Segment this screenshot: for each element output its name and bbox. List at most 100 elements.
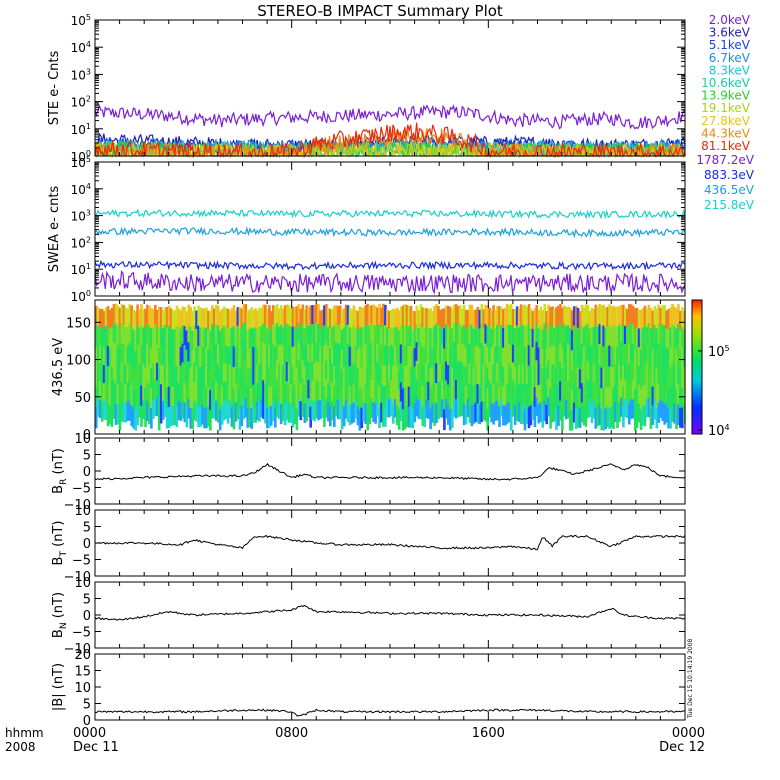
spectrogram-cell bbox=[462, 364, 466, 386]
spectrogram-cell bbox=[484, 382, 487, 403]
spectrogram-cell bbox=[323, 365, 326, 387]
spectrogram-cell bbox=[329, 406, 332, 427]
spectrogram-cell bbox=[207, 310, 210, 331]
spectrogram-cell bbox=[582, 327, 586, 348]
spectrogram-cell bbox=[510, 304, 513, 326]
spectrogram-cell bbox=[376, 343, 379, 363]
spectrogram-cell bbox=[578, 349, 582, 370]
spectrogram-cell bbox=[594, 304, 598, 326]
spectrogram-cell bbox=[274, 346, 277, 368]
spectrogram-cell bbox=[372, 363, 375, 384]
spectrogram-cell bbox=[488, 380, 491, 400]
spectrogram-cell bbox=[411, 311, 415, 332]
spectrogram-cell bbox=[301, 360, 305, 380]
spectrogram-cell bbox=[653, 381, 657, 401]
spectrogram-cell bbox=[228, 364, 232, 383]
spectrogram-cell bbox=[297, 397, 301, 417]
spectrogram-cell bbox=[535, 360, 539, 380]
spectrogram-cell bbox=[447, 325, 450, 346]
spectrogram-cell bbox=[460, 379, 464, 399]
spectrogram-cell bbox=[126, 327, 130, 347]
spectrogram-cell bbox=[437, 306, 440, 326]
spectrogram-cell bbox=[128, 342, 131, 363]
spectrogram-cell bbox=[667, 328, 670, 350]
spectrogram-cell bbox=[397, 389, 401, 410]
spectrogram-cell bbox=[452, 360, 456, 380]
spectrogram-cell bbox=[262, 361, 265, 381]
spectrogram-cell bbox=[596, 346, 600, 367]
spectrogram-cell bbox=[508, 363, 511, 384]
spectrogram-cell bbox=[521, 305, 525, 326]
spectrogram-cell bbox=[313, 305, 316, 326]
spectrogram-cell bbox=[498, 306, 501, 327]
spectrogram-cell bbox=[213, 345, 216, 364]
spectrogram-cell bbox=[567, 325, 570, 345]
spectrogram-cell bbox=[527, 386, 531, 408]
spectrogram-cell bbox=[329, 308, 332, 329]
spectrogram-cell bbox=[592, 381, 596, 401]
spectrogram-cell bbox=[226, 327, 230, 348]
spectrogram-cell bbox=[519, 383, 523, 404]
spectrogram-cell bbox=[384, 385, 387, 407]
spectrogram-cell bbox=[500, 325, 503, 345]
spectrogram-cell bbox=[336, 399, 340, 419]
spectrogram-cell bbox=[211, 342, 214, 363]
spectrogram-cell bbox=[252, 347, 255, 367]
spectrogram-cell bbox=[213, 308, 216, 328]
spectrogram-cell bbox=[462, 344, 466, 366]
spectrogram-cell bbox=[130, 305, 133, 326]
spectrogram-cell bbox=[525, 365, 529, 385]
spectrogram-cell bbox=[220, 404, 224, 425]
spectrogram-cell bbox=[572, 364, 576, 384]
spectrogram-cell bbox=[134, 410, 137, 431]
spectrogram-cell bbox=[171, 367, 175, 388]
spectrogram-cell bbox=[447, 305, 450, 327]
spectrogram-cell bbox=[258, 364, 261, 384]
spectrogram-cell bbox=[193, 363, 196, 383]
spectrogram-cell bbox=[602, 409, 605, 431]
spectrogram-cell bbox=[462, 404, 466, 426]
spectrogram-cell bbox=[545, 404, 548, 425]
spectrogram-cell bbox=[429, 348, 432, 369]
spectrogram-cell bbox=[205, 347, 208, 369]
spectrogram-cell bbox=[419, 323, 423, 344]
spectrogram-cell bbox=[647, 398, 651, 418]
spectrogram-cell bbox=[563, 305, 566, 325]
spectrogram-cell bbox=[484, 362, 487, 383]
spectrogram-cell bbox=[413, 403, 417, 423]
spectrogram-cell bbox=[452, 398, 456, 418]
spectrogram-cell bbox=[388, 399, 391, 418]
spectrogram-cell bbox=[639, 349, 643, 371]
spectrogram-cell bbox=[293, 404, 297, 425]
spectrogram-cell bbox=[588, 328, 592, 347]
spectrogram-cell bbox=[299, 382, 303, 402]
spectrogram-cell bbox=[653, 343, 657, 364]
spectrogram-cell bbox=[468, 343, 472, 364]
x-ticks bbox=[94, 20, 686, 156]
spectrogram-cell bbox=[584, 304, 588, 326]
spectrogram-cell bbox=[228, 381, 232, 401]
spectrogram-cell bbox=[97, 307, 100, 326]
spectrogram-cell bbox=[102, 383, 106, 402]
spectrogram-cell bbox=[270, 387, 273, 407]
spectrogram-cell bbox=[419, 380, 423, 401]
spectrogram-cell bbox=[268, 386, 271, 408]
spectrogram-cell bbox=[215, 400, 218, 421]
spectrogram-cell bbox=[97, 361, 100, 381]
spectrogram-cell bbox=[311, 362, 314, 382]
spectrogram-cell bbox=[350, 347, 354, 367]
spectrogram-cell bbox=[159, 365, 163, 385]
spectrogram-cell bbox=[181, 343, 185, 363]
spectrogram-cell bbox=[403, 407, 407, 430]
spectrogram-cell bbox=[671, 303, 674, 324]
spectrogram-cell bbox=[600, 408, 603, 431]
spectrogram-cell bbox=[232, 325, 236, 347]
spectrogram-cell bbox=[315, 341, 318, 362]
spectrogram-cell bbox=[266, 348, 269, 369]
spectrogram-cell bbox=[236, 344, 240, 364]
spectrogram-cell bbox=[358, 327, 362, 349]
spectrogram-cell bbox=[445, 305, 448, 325]
